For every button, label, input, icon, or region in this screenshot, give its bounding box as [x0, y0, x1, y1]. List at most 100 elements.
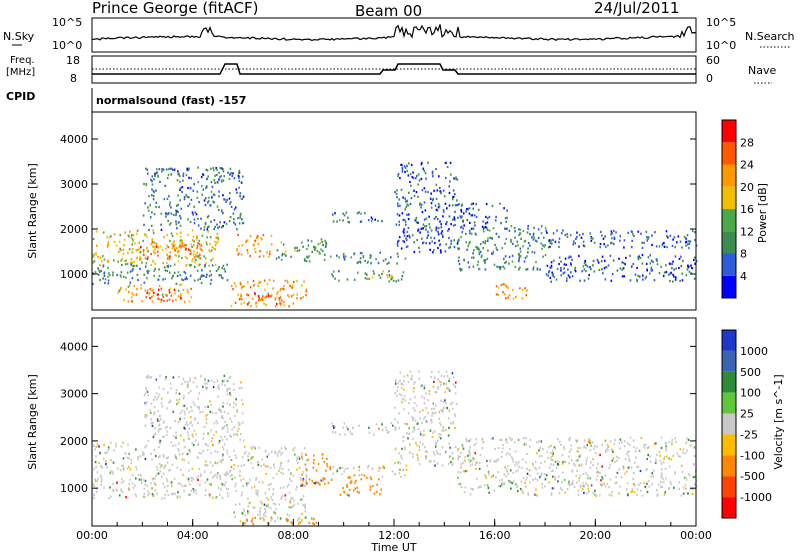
power-cell: [233, 221, 235, 224]
velocity-cell: [343, 491, 346, 494]
freq-tick-top: 18: [66, 54, 80, 67]
velocity-colorbar-label: 500: [740, 366, 761, 379]
velocity-cell: [413, 382, 415, 385]
power-cell: [583, 262, 586, 265]
power-cell: [133, 264, 135, 268]
velocity-cell: [398, 412, 401, 415]
nsky-trace: [91, 24, 697, 42]
velocity-cell: [525, 485, 527, 488]
velocity-cell: [589, 477, 591, 480]
power-cell: [235, 188, 237, 191]
velocity-cell: [221, 383, 223, 386]
velocity-cell: [196, 385, 198, 388]
velocity-cell: [398, 427, 401, 430]
velocity-cell: [407, 412, 410, 415]
velocity-cell: [127, 487, 130, 490]
velocity-cell: [606, 482, 609, 485]
velocity-cell: [184, 423, 187, 426]
power-cell: [190, 177, 192, 180]
power-colorbar-swatch: [722, 142, 736, 165]
power-cell: [254, 239, 257, 242]
power-cell: [583, 279, 586, 282]
power-cell: [185, 174, 188, 177]
velocity-cell: [586, 474, 589, 477]
power-cell: [515, 245, 517, 248]
velocity-cell: [425, 392, 427, 395]
power-cell: [222, 179, 225, 182]
velocity-cell: [302, 504, 304, 507]
power-cell: [194, 261, 196, 264]
velocity-cell: [122, 457, 125, 460]
power-cell: [166, 197, 169, 200]
velocity-cell: [289, 501, 291, 504]
power-cell: [425, 217, 428, 220]
nsearch-label: N.Search: [745, 30, 795, 43]
power-cell: [439, 243, 442, 246]
power-cell: [400, 163, 402, 166]
power-cell: [146, 168, 149, 171]
power-cell: [226, 263, 228, 266]
velocity-cell: [636, 466, 638, 469]
y-tick-label: 2000: [60, 223, 88, 236]
power-cell: [152, 190, 155, 193]
velocity-cell: [668, 487, 670, 490]
velocity-cell: [373, 492, 376, 495]
power-cell: [146, 289, 149, 292]
power-cell: [634, 273, 637, 276]
velocity-cell: [464, 455, 466, 459]
velocity-cell: [143, 478, 145, 481]
velocity-cell: [215, 430, 218, 434]
power-cell: [663, 271, 666, 274]
power-cell: [426, 236, 428, 239]
power-cell: [527, 241, 530, 245]
velocity-cell: [432, 431, 434, 434]
power-cell: [582, 265, 585, 268]
power-cell: [222, 277, 224, 280]
power-cell: [153, 269, 156, 272]
velocity-cell: [551, 449, 554, 452]
power-cell: [388, 261, 390, 264]
power-cell: [382, 259, 385, 262]
power-cell: [462, 219, 464, 222]
power-cell: [214, 244, 217, 247]
power-cell: [138, 241, 140, 244]
power-cell: [430, 192, 432, 195]
power-cell: [473, 214, 476, 217]
power-cell: [496, 265, 498, 268]
power-cell: [397, 279, 400, 282]
power-cell: [691, 229, 694, 232]
power-cell: [445, 223, 447, 226]
velocity-cell: [223, 473, 226, 476]
power-cell: [107, 275, 109, 278]
power-cell: [624, 263, 626, 266]
power-cell: [133, 284, 136, 288]
power-cell: [673, 268, 675, 271]
power-cell: [343, 258, 346, 261]
velocity-cell: [175, 435, 178, 438]
power-cell: [206, 169, 209, 172]
power-cell: [457, 259, 460, 262]
velocity-cell: [529, 438, 532, 441]
velocity-cell: [422, 443, 424, 446]
velocity-cell: [103, 486, 105, 489]
power-cell: [156, 171, 159, 174]
velocity-cell: [677, 455, 680, 458]
velocity-cell: [660, 462, 663, 465]
velocity-cell: [298, 522, 300, 525]
velocity-cell: [573, 463, 575, 466]
velocity-cell: [172, 376, 175, 379]
velocity-cell: [211, 379, 213, 382]
power-cell: [433, 217, 436, 220]
velocity-cell: [264, 465, 267, 468]
velocity-cell: [205, 418, 208, 421]
velocity-cell: [589, 449, 592, 452]
velocity-cell: [192, 444, 195, 447]
velocity-cell: [669, 480, 672, 484]
velocity-cell: [413, 428, 416, 431]
power-cell: [484, 259, 487, 262]
power-cell: [279, 296, 282, 299]
velocity-cell: [647, 479, 650, 483]
power-cell: [144, 233, 146, 236]
power-cell: [152, 198, 155, 201]
velocity-cell: [293, 503, 296, 506]
